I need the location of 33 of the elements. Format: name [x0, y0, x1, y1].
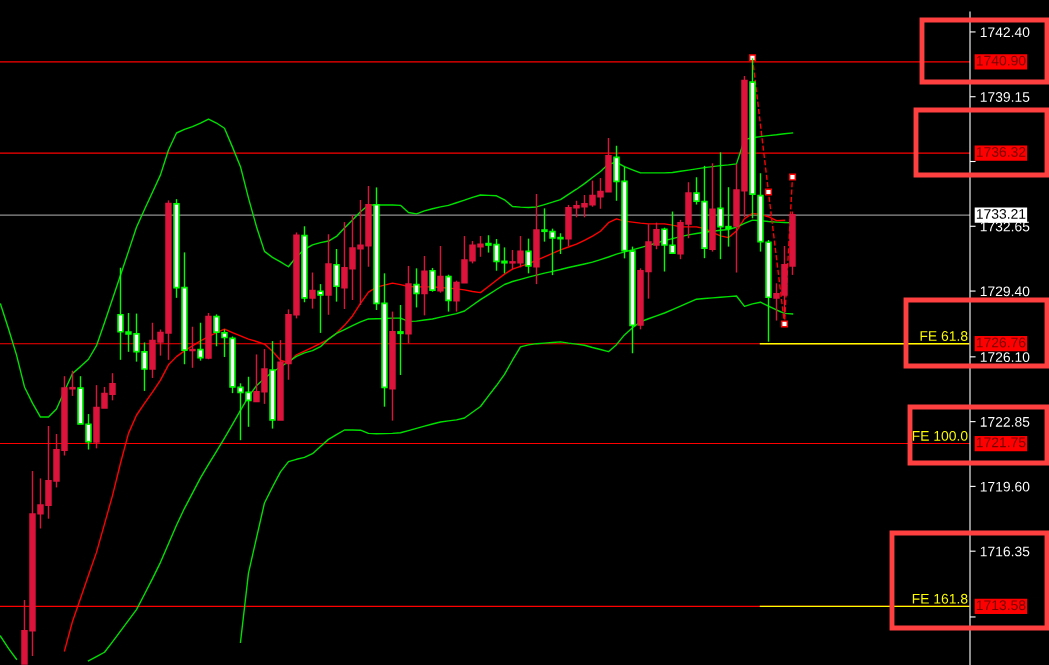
candlestick [421, 255, 428, 317]
line-series [0, 118, 794, 418]
candlestick [333, 248, 340, 303]
candlestick [437, 245, 444, 294]
ref-line-label: 1733.21 [976, 209, 1026, 219]
candlestick [525, 237, 532, 275]
candlestick [429, 267, 436, 293]
candlestick [189, 326, 196, 369]
y-tick-label: 1722.85 [980, 416, 1030, 427]
y-tick-label: 1742.40 [980, 27, 1030, 38]
point [781, 320, 788, 328]
y-tick-label: 1739.15 [980, 92, 1030, 102]
ref-line-label: 1726.76 [976, 337, 1026, 348]
candlestick [197, 322, 204, 362]
y-tick-label: 1719.60 [980, 481, 1030, 492]
candlestick [397, 304, 404, 376]
y-tick-label: 1732.65 [980, 221, 1030, 232]
candlestick [309, 271, 316, 310]
candlestick [317, 283, 324, 334]
ref-line-label: 1713.58 [976, 600, 1026, 611]
annotation: FE 161.8 [912, 593, 968, 604]
y-tick-label: 1716.35 [980, 546, 1030, 557]
ref-line-label: 1736.32 [976, 147, 1026, 157]
point [789, 173, 796, 181]
ref-line-label: 1721.75 [976, 437, 1026, 448]
ref-line-label: 1740.90 [976, 55, 1026, 66]
candlestick [413, 267, 420, 309]
y-tick-label: 1726.10 [980, 352, 1030, 363]
candlestick [445, 274, 452, 313]
y-tick-label: 1729.40 [980, 286, 1030, 297]
annotation: FE 100.0 [912, 430, 968, 441]
point [765, 188, 772, 196]
annotation: FE 61.8 [920, 331, 968, 341]
